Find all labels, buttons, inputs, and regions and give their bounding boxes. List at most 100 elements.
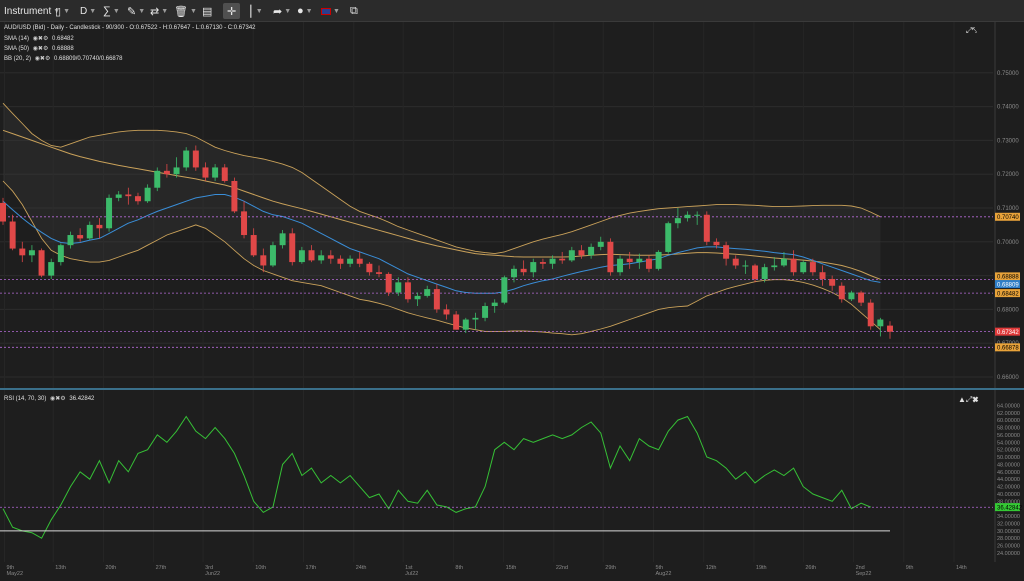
candle-body (501, 277, 508, 303)
candle-body (790, 258, 797, 273)
candle-body (578, 250, 585, 256)
price-tag-label: 0.66878 (997, 346, 1019, 352)
candle-body (366, 263, 373, 273)
candle-body (723, 245, 730, 259)
date-tick-label: 13th (55, 565, 66, 571)
chevron-down-icon: ▼ (112, 7, 120, 15)
candle-body (761, 267, 768, 279)
crosshair-icon: ✛ (227, 5, 237, 18)
rsi-tick-label: 50.00000 (997, 455, 1020, 461)
candle-body (125, 194, 132, 197)
candle-body (597, 241, 604, 247)
language-button[interactable]: ▼ (321, 3, 340, 19)
date-tick-label: 3rd (205, 565, 213, 571)
date-tick-label: 2nd (856, 565, 865, 571)
candle-body (703, 214, 710, 242)
candle-body (19, 248, 26, 256)
candle-body (385, 273, 392, 293)
rsi-tick-label: 40.00000 (997, 492, 1020, 498)
rsi-tick-label: 30.00000 (997, 529, 1020, 535)
candle-body (809, 262, 816, 273)
candle-body (318, 255, 325, 261)
price-tick-label: 0.73000 (997, 138, 1019, 144)
rsi-tick-label: 32.00000 (997, 521, 1020, 527)
panel-divider[interactable] (0, 388, 1024, 390)
price-tick-label: 0.66000 (997, 375, 1019, 381)
candle-body (289, 233, 296, 263)
indicator-tools-icon[interactable]: ◉✖⚙ (34, 56, 51, 62)
rsi-panel[interactable]: 64.00000 62.00000 60.00000 58.00000 56.00000… (0, 390, 1024, 577)
candle-body (414, 295, 421, 300)
candle-body (202, 167, 209, 178)
rsi-tick-label: 28.00000 (997, 536, 1020, 542)
indicators-button[interactable]: ∑ ▼ (103, 3, 120, 19)
rsi-legend: RSI (14, 70, 30) ◉✖⚙ 36.42842 (4, 395, 94, 402)
date-tick-label: 22nd (556, 565, 568, 571)
candle-body (279, 233, 286, 246)
indicator-tools-icon[interactable]: ◉✖⚙ (32, 36, 49, 42)
rsi-tick-label: 56.00000 (997, 433, 1020, 439)
bollinger-lower-line (2, 180, 881, 336)
sma14-value: 0.68482 (52, 36, 74, 42)
share-button[interactable]: ➦ ▼ (273, 3, 291, 19)
compare-icon: ⇄ (150, 5, 160, 18)
price-panel[interactable]: 0.75000 0.74000 0.73000 0.72000 0.71000 0.700… (0, 22, 1024, 388)
candle-body (887, 325, 893, 332)
bollinger-band-fill (3, 103, 881, 335)
candle-body (732, 258, 739, 266)
bars-range: 90/300 (105, 25, 125, 31)
price-tag (995, 343, 1020, 352)
bb-label: BB (20, 2) (4, 56, 32, 62)
price-tag (995, 289, 1020, 298)
candle-body (453, 314, 460, 330)
candle-body (867, 302, 874, 327)
candle-body (106, 197, 113, 229)
ohlc-values: - O:0.67522 - H:0.67647 - L:0.67130 - C:… (125, 25, 256, 31)
sma50-line (2, 129, 881, 280)
instrument-label: Instrument (4, 5, 52, 17)
candle-body (443, 309, 450, 315)
price-chart[interactable]: 0.75000 0.74000 0.73000 0.72000 0.71000 0.700… (0, 22, 1024, 388)
instrument-selector[interactable]: Instrument ▼ (4, 3, 60, 19)
candle-body (38, 250, 45, 276)
timeframe-label: D (80, 5, 88, 17)
candle-body (511, 268, 517, 278)
candle-body (231, 180, 238, 212)
drawing-tools-button[interactable]: ✎ ▼ (127, 3, 145, 19)
crosshair-button[interactable]: ✛ (223, 3, 241, 19)
maximize-panel-icon[interactable]: ⤢⤣ (966, 26, 977, 35)
candle-body (0, 202, 6, 222)
rsi-tick-label: 64.00000 (997, 403, 1020, 409)
compare-button[interactable]: ⇄ ▼ (150, 3, 168, 19)
price-tag-label: 0.68809 (997, 282, 1019, 288)
annotations-button[interactable]: ⎮ ▼ (248, 3, 263, 19)
candle-body (154, 170, 161, 188)
chevron-down-icon: ▼ (284, 7, 292, 15)
layout-icon: ▤ (202, 5, 213, 18)
indicator-tools-icon[interactable]: ◉✖⚙ (32, 46, 49, 52)
candle-body (829, 278, 836, 286)
indicator-tools-icon[interactable]: ◉✖⚙ (50, 396, 66, 402)
theme-button[interactable]: ● ▼ (297, 3, 313, 19)
price-tag-label: 0.68888 (997, 275, 1019, 281)
candle-body (48, 262, 55, 276)
candle-body (877, 319, 884, 327)
chevron-down-icon: ▼ (53, 7, 61, 15)
delete-button[interactable]: 🗑 ▼ (174, 3, 197, 19)
candle-body (77, 235, 84, 239)
date-tick-label: 27th (156, 565, 167, 571)
candle-body (192, 150, 199, 168)
timeframe-selector[interactable]: D ▼ (80, 3, 96, 19)
candle-body (655, 251, 662, 269)
chart-type-button[interactable]: ▯ ▼ (55, 3, 70, 19)
panel-controls-icon[interactable]: ▲⤢✖ (958, 395, 979, 404)
rsi-tick-label: 44.00000 (997, 477, 1020, 483)
layout-button[interactable]: ▤ (202, 3, 212, 19)
share-icon: ➦ (273, 5, 283, 18)
price-tag-label: 0.68482 (997, 291, 1019, 297)
sma14-legend: SMA (14) ◉✖⚙ 0.68482 (4, 35, 74, 42)
candle-body (298, 250, 305, 263)
popout-button[interactable]: ⧉ (350, 3, 358, 19)
price-tick-label: 0.71000 (997, 206, 1019, 212)
